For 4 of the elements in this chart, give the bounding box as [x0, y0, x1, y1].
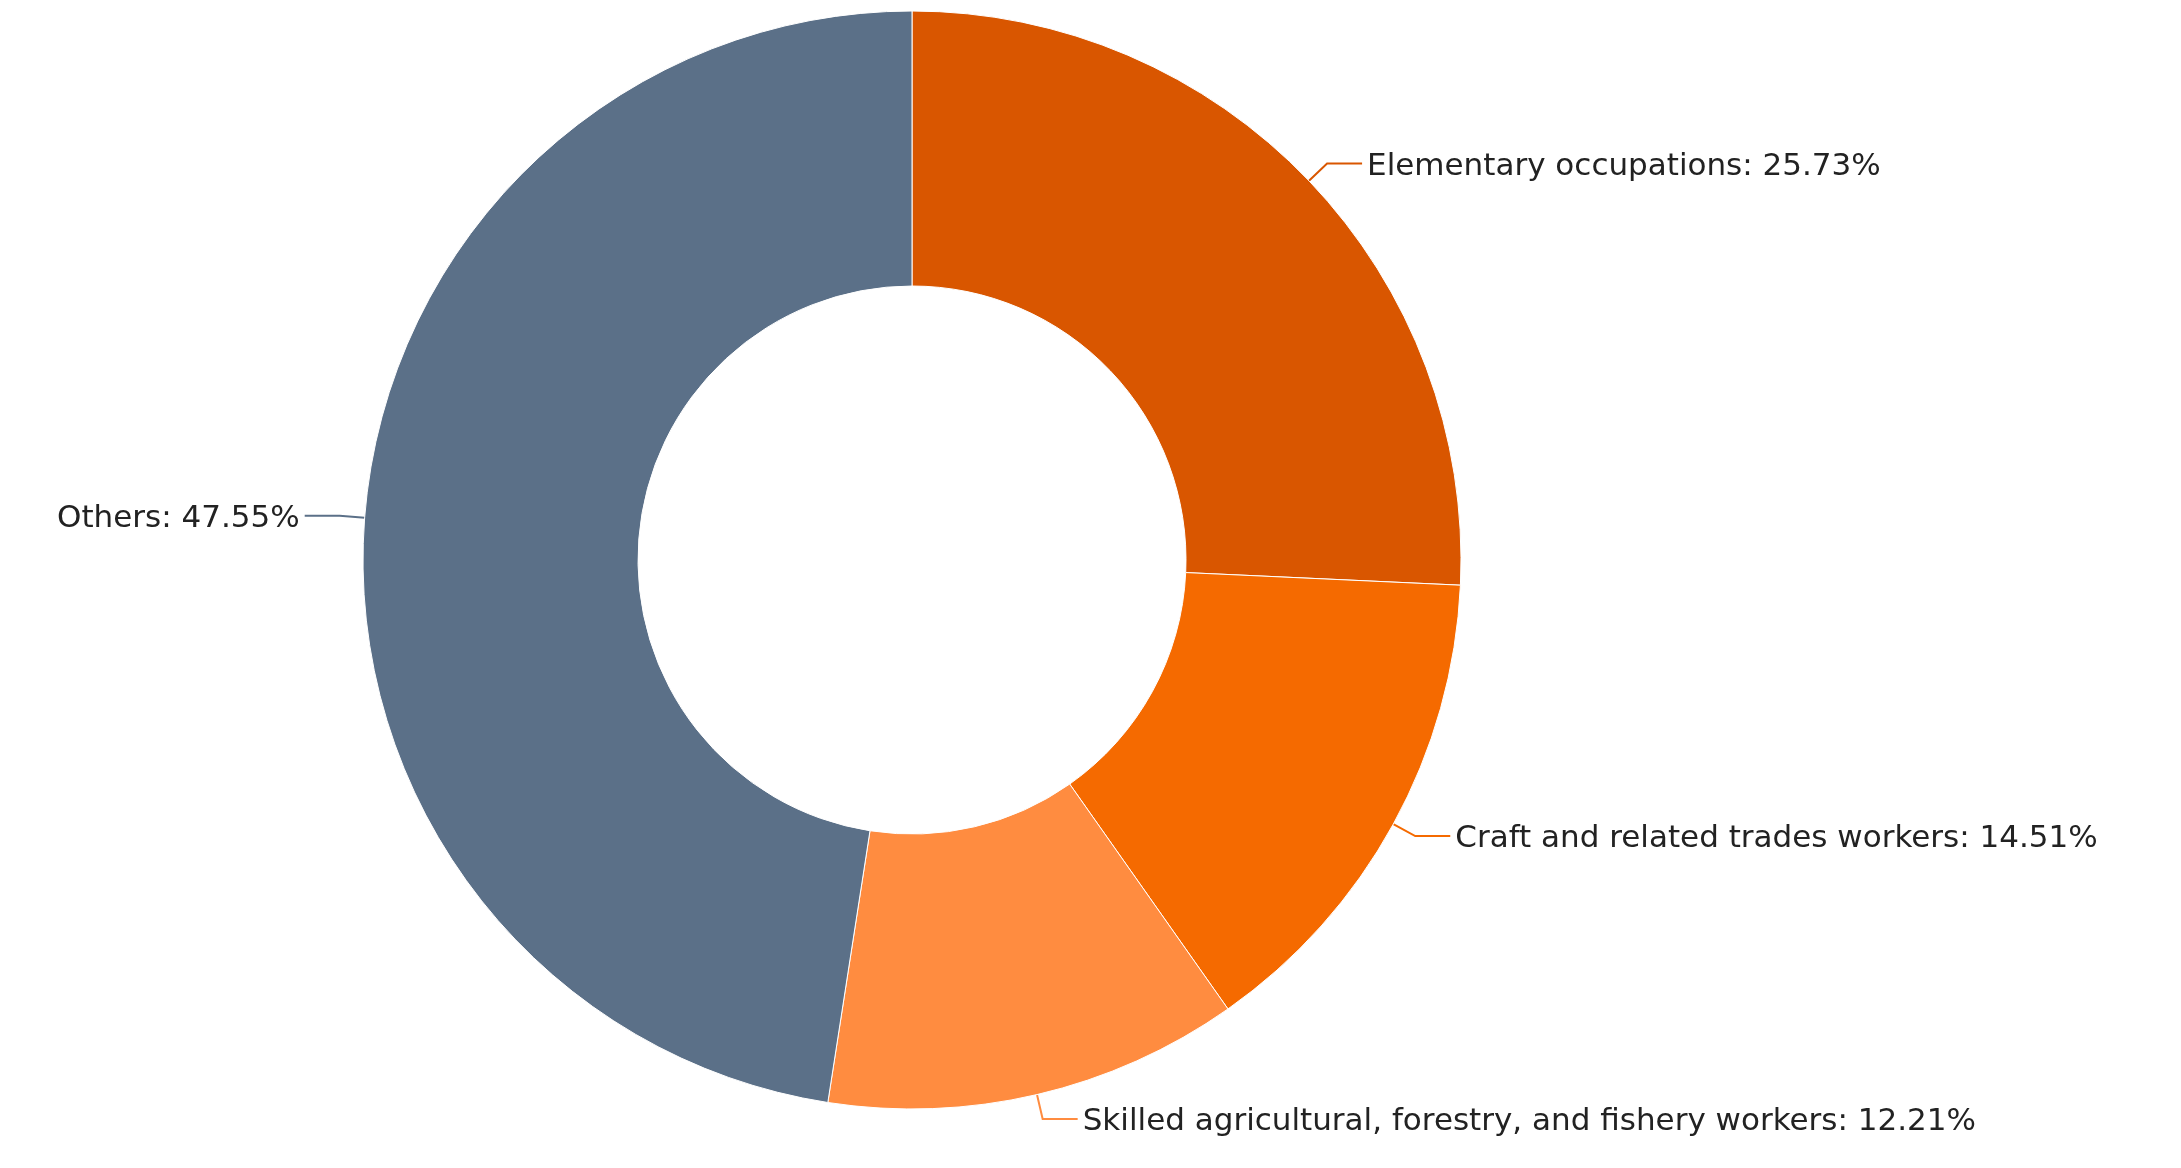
slice-label: Craft and related trades workers: 14.51% [1455, 818, 2098, 855]
slice-label: Others: 47.55% [57, 497, 300, 534]
slice-label: Skilled agricultural, forestry, and fishery workers: 12.21% [1082, 1100, 1976, 1137]
slice-label: Elementary occupations: 25.73% [1367, 145, 1881, 182]
